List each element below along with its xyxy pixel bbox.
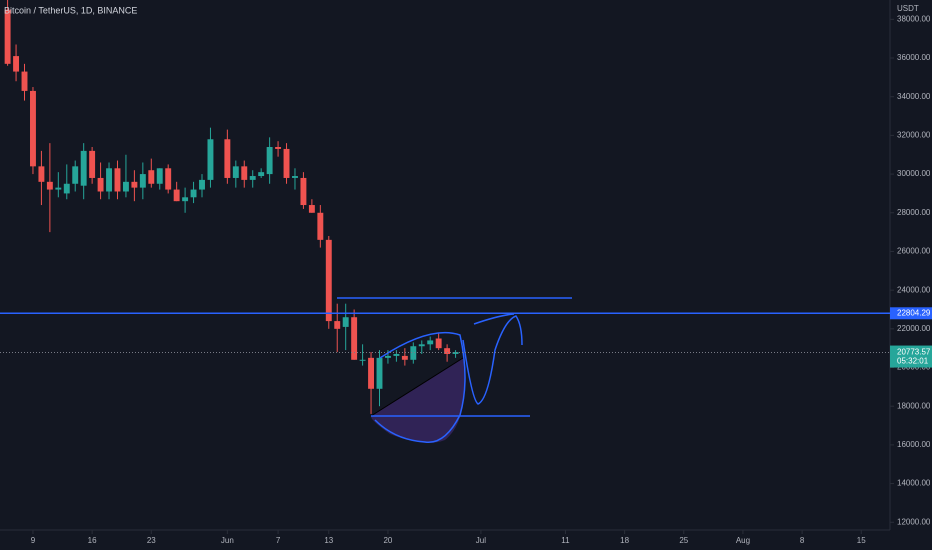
candle-body <box>435 338 442 349</box>
candle-body <box>427 340 434 345</box>
level-label: 22804.29 <box>897 308 931 317</box>
x-tick-label: 20 <box>383 536 392 545</box>
candle-body <box>249 176 256 180</box>
y-tick-label: 14000.00 <box>897 479 931 488</box>
candle-body <box>401 355 408 360</box>
plot <box>4 0 459 414</box>
currency-label: USDT <box>897 4 919 13</box>
y-tick-label: 32000.00 <box>897 131 931 140</box>
candle-body <box>444 348 451 354</box>
triangle-edge <box>370 357 464 417</box>
candle-body <box>266 147 273 175</box>
drawn-projection-top <box>473 313 515 325</box>
candle-body <box>114 168 121 192</box>
y-tick-label: 16000.00 <box>897 440 931 449</box>
candle-body <box>325 239 332 322</box>
candle-body <box>106 168 112 192</box>
countdown-label: 05:32:01 <box>897 357 929 366</box>
candle-body <box>46 181 53 190</box>
candle-body <box>148 170 155 184</box>
candle-body <box>292 176 298 178</box>
x-tick-label: Aug <box>736 536 750 545</box>
candle-body <box>241 166 248 180</box>
y-tick-label: 38000.00 <box>897 14 931 23</box>
drawings <box>337 297 572 443</box>
candle-body <box>207 139 214 180</box>
candle-body <box>410 346 417 360</box>
candle-body <box>156 168 163 184</box>
candle-body <box>63 183 70 194</box>
candle-body <box>38 166 45 182</box>
candle-body <box>13 56 20 72</box>
candle-body <box>190 189 197 198</box>
y-tick-label: 36000.00 <box>897 53 931 62</box>
candle-body <box>351 317 358 360</box>
candle-body <box>258 172 265 177</box>
candle-body <box>173 189 180 202</box>
x-tick-label: 8 <box>800 536 805 545</box>
candle-body <box>384 355 391 358</box>
candle-body <box>418 344 425 347</box>
candle-body <box>368 357 375 389</box>
candle-body <box>317 212 324 240</box>
candle-body <box>131 181 138 188</box>
candle-body <box>165 168 172 190</box>
x-tick-label: Jul <box>476 536 486 545</box>
last-price-label: 20773.57 <box>897 348 931 357</box>
candle-body <box>300 177 307 206</box>
candle-body <box>359 359 366 361</box>
y-tick-label: 12000.00 <box>897 517 931 526</box>
x-tick-label: 7 <box>276 536 281 545</box>
candle-body <box>393 353 400 356</box>
shaded-region <box>370 358 465 443</box>
candle-body <box>452 352 459 354</box>
x-tick-label: 25 <box>679 536 688 545</box>
last-price-box <box>890 345 932 368</box>
y-tick-label: 18000.00 <box>897 401 931 410</box>
candle-body <box>80 150 87 186</box>
candle-body <box>97 177 104 192</box>
y-tick-label: 22000.00 <box>897 324 931 333</box>
candle-body <box>55 187 62 190</box>
candle-body <box>308 205 315 213</box>
y-tick-label: 26000.00 <box>897 247 931 256</box>
candle-body <box>376 357 383 389</box>
x-tick-label: 18 <box>620 536 629 545</box>
x-tick-label: 23 <box>147 536 156 545</box>
y-tick-label: 34000.00 <box>897 92 931 101</box>
x-tick-label: Jun <box>221 536 234 545</box>
candle-body <box>275 147 282 149</box>
y-tick-label: 24000.00 <box>897 285 931 294</box>
x-tick-label: 16 <box>88 536 97 545</box>
candle-body <box>224 139 231 178</box>
drawn-curve <box>374 331 466 443</box>
x-tick-label: 11 <box>561 536 570 545</box>
candle-body <box>72 166 79 184</box>
candle-body <box>334 321 341 329</box>
chart-title: Bitcoin / TetherUS, 1D, BINANCE <box>4 5 137 15</box>
drawn-projection <box>462 315 523 405</box>
x-tick-label: 9 <box>31 536 36 545</box>
y-tick-label: 30000.00 <box>897 169 931 178</box>
candle-body <box>283 148 290 178</box>
candle-body <box>232 166 239 178</box>
level-label-box <box>890 307 932 320</box>
candle-body <box>89 150 96 178</box>
candle-body <box>342 317 349 327</box>
candle-body <box>182 197 189 202</box>
x-tick-label: 13 <box>324 536 333 545</box>
candle-body <box>139 174 146 188</box>
x-tick-label: 15 <box>857 536 866 545</box>
candle-body <box>30 90 36 167</box>
candle-body <box>21 71 28 91</box>
candle-body <box>122 181 129 192</box>
candle-body <box>4 9 11 64</box>
candle-body <box>199 179 205 190</box>
y-tick-label: 28000.00 <box>897 208 931 217</box>
